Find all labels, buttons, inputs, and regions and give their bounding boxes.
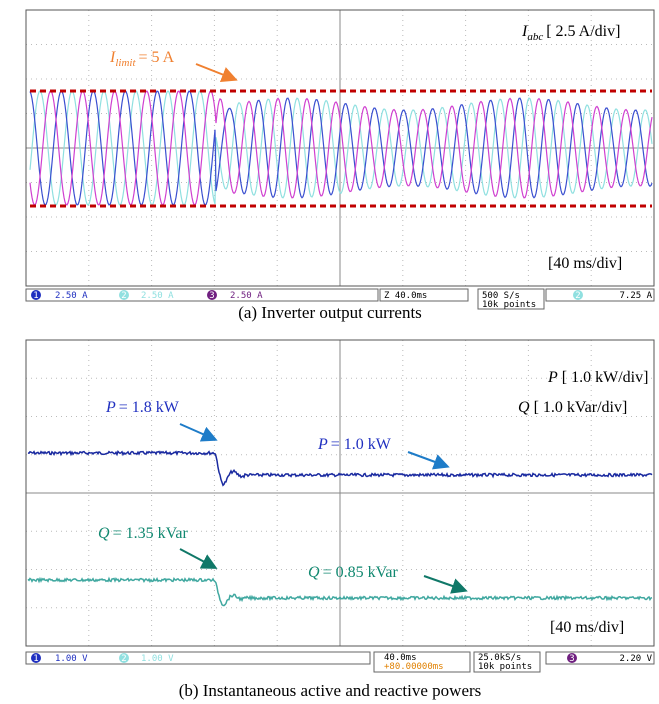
record-length: 10k points bbox=[478, 662, 532, 672]
time-label: [40 ms/div] bbox=[550, 619, 624, 636]
caption: (a) Inverter output currents bbox=[238, 303, 422, 322]
scale-label: P[ 1.0 kW/div] bbox=[547, 369, 648, 386]
channel-scale: 1.00 V bbox=[55, 654, 88, 664]
channel: 3 bbox=[569, 654, 574, 664]
arrow bbox=[424, 576, 464, 590]
arrow bbox=[196, 64, 234, 79]
scale-label: Q[ 1.0 kVar/div] bbox=[518, 399, 627, 416]
time-label: [40 ms/div] bbox=[548, 255, 622, 272]
channel-scale: 2.50 A bbox=[55, 291, 88, 301]
channel-scale: 1.00 V bbox=[141, 654, 174, 664]
scale-label: Iabc[ 2.5 A/div] bbox=[521, 23, 620, 43]
limit-annotation: Ilimit= 5 A bbox=[109, 49, 175, 69]
timebase: Z 40.0ms bbox=[384, 291, 427, 301]
channel-scale: 2.50 A bbox=[230, 291, 263, 301]
power-annotation: P= 1.8 kW bbox=[105, 399, 180, 416]
power-annotation: Q= 0.85 kVar bbox=[308, 564, 398, 581]
graticule bbox=[26, 340, 654, 646]
status-bar: 1 1.00 V 2 1.00 V 40.0ms +80.00000ms 25.… bbox=[26, 652, 654, 672]
trigger-level: 7.25 A bbox=[619, 291, 652, 301]
arrow bbox=[180, 549, 214, 567]
trigger-level: 2.20 V bbox=[619, 654, 652, 664]
power-annotation: Q= 1.35 kVar bbox=[98, 525, 188, 542]
figure: Ilimit= 5 A Iabc[ 2.5 A/div] [40 ms/div]… bbox=[0, 0, 659, 704]
power-annotation: P= 1.0 kW bbox=[317, 436, 392, 453]
channel: 2 bbox=[121, 291, 126, 301]
time-offset: +80.00000ms bbox=[384, 662, 444, 672]
arrow bbox=[180, 424, 214, 439]
channel: 2 bbox=[575, 291, 580, 301]
channel-scale: 2.50 A bbox=[141, 291, 174, 301]
arrow bbox=[408, 452, 446, 466]
channel: 3 bbox=[209, 291, 214, 301]
graticule bbox=[26, 10, 654, 286]
caption: (b) Instantaneous active and reactive po… bbox=[179, 681, 482, 700]
record-length: 10k points bbox=[482, 300, 536, 310]
channel: 1 bbox=[33, 291, 38, 301]
channel: 2 bbox=[121, 654, 126, 664]
channel: 1 bbox=[33, 654, 38, 664]
